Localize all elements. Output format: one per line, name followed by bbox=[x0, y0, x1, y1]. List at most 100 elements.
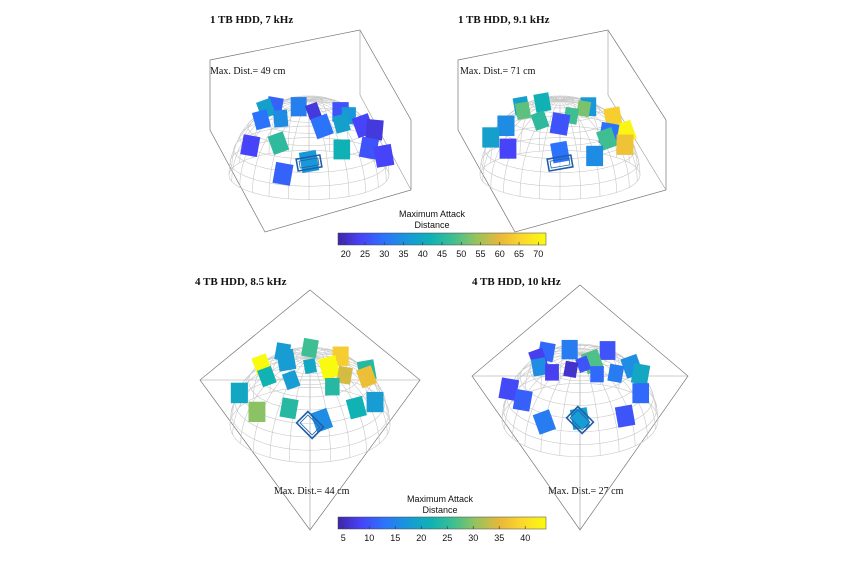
max-distance-annotation: Max. Dist.= 27 cm bbox=[548, 486, 624, 497]
distance-patch bbox=[365, 119, 384, 141]
colorbar-tick-label: 45 bbox=[437, 249, 447, 259]
distance-patch bbox=[607, 363, 625, 384]
distance-patch bbox=[630, 363, 651, 386]
distance-patch bbox=[599, 341, 616, 360]
drive-outline bbox=[546, 154, 574, 172]
colorbar-subtitle: Distance bbox=[422, 505, 457, 515]
distance-patch bbox=[333, 139, 351, 160]
distance-patch bbox=[498, 377, 520, 401]
distance-patch bbox=[304, 101, 322, 121]
distance-patch bbox=[549, 112, 571, 136]
colorbar-tick-label: 30 bbox=[468, 533, 478, 543]
longitude-line bbox=[308, 99, 366, 193]
distance-patch bbox=[586, 145, 604, 167]
panel-1tb-9-1khz: 1 TB HDD, 9.1 kHz Max. Dist.= 71 cm bbox=[457, 14, 667, 233]
distance-patch bbox=[499, 138, 517, 159]
hdd-outline bbox=[565, 405, 595, 435]
distance-patch bbox=[332, 113, 351, 134]
distance-patch bbox=[257, 365, 277, 388]
axes-box bbox=[209, 29, 412, 233]
distance-patch bbox=[590, 366, 604, 383]
distance-patch bbox=[358, 136, 380, 160]
patch-group bbox=[482, 92, 637, 167]
distance-patch bbox=[545, 364, 559, 381]
distance-patch bbox=[336, 365, 353, 385]
longitude-line bbox=[253, 351, 311, 399]
colorbar-tick-label: 30 bbox=[379, 249, 389, 259]
panel-1tb-7khz: 1 TB HDD, 7 kHz Max. Dist.= 49 cm bbox=[209, 14, 412, 233]
colorbar-tick-label: 35 bbox=[398, 249, 408, 259]
max-distance-annotation: Max. Dist.= 49 cm bbox=[210, 66, 286, 77]
panel-title: 4 TB HDD, 8.5 kHz bbox=[195, 276, 287, 288]
distance-patch bbox=[373, 143, 395, 168]
distance-patch bbox=[532, 409, 557, 435]
max-distance-annotation: Max. Dist.= 71 cm bbox=[460, 66, 536, 77]
distance-patch bbox=[576, 100, 592, 118]
colorbar-title: Maximum Attack bbox=[399, 209, 466, 219]
longitude-line bbox=[519, 96, 561, 154]
distance-patch bbox=[550, 140, 570, 164]
distance-patch bbox=[301, 337, 319, 359]
distance-patch bbox=[276, 348, 297, 372]
distance-patch bbox=[318, 355, 341, 380]
colorbar-tick-label: 50 bbox=[456, 249, 466, 259]
distance-patch bbox=[251, 109, 271, 131]
colorbar-top: Maximum Attack Distance 20 25 30 35 40 45 50 55… bbox=[337, 209, 547, 259]
longitude-line bbox=[501, 353, 581, 421]
distance-patch bbox=[272, 109, 289, 128]
longitude-line bbox=[539, 99, 561, 199]
colorbar-gradient bbox=[337, 516, 547, 530]
panel-4tb-10khz: 4 TB HDD, 10 kHz Max. Dist.= 27 cm bbox=[471, 276, 689, 531]
distance-patch bbox=[632, 383, 649, 404]
distance-patch bbox=[279, 397, 299, 420]
patch-group bbox=[240, 96, 395, 186]
panel-title: 4 TB HDD, 10 kHz bbox=[472, 276, 561, 288]
colorbar-tick-label: 5 bbox=[341, 533, 346, 543]
distance-patch bbox=[596, 127, 618, 151]
distance-patch bbox=[603, 106, 623, 129]
distance-patch bbox=[530, 357, 548, 377]
hdd-inner-outline bbox=[549, 157, 571, 169]
distance-patch bbox=[614, 404, 636, 428]
distance-patch bbox=[240, 134, 261, 158]
drive-outline bbox=[295, 154, 323, 172]
distance-patch bbox=[355, 365, 378, 389]
distance-patch bbox=[563, 360, 579, 378]
distance-patch bbox=[310, 407, 334, 433]
drive-outline bbox=[295, 410, 325, 440]
longitude-line bbox=[231, 99, 310, 182]
distance-patch bbox=[248, 401, 266, 422]
distance-patch bbox=[530, 110, 550, 131]
distance-patch bbox=[514, 101, 532, 120]
longitude-line bbox=[240, 356, 311, 444]
colorbar-tick-label: 65 bbox=[514, 249, 524, 259]
panel-title: 1 TB HDD, 9.1 kHz bbox=[458, 14, 550, 26]
longitude-line bbox=[559, 99, 581, 199]
colorbar-tick-label: 20 bbox=[341, 249, 351, 259]
distance-patch bbox=[272, 161, 294, 186]
colorbar-tick-label: 10 bbox=[364, 533, 374, 543]
colorbar-tick-label: 60 bbox=[495, 249, 505, 259]
longitude-line bbox=[309, 356, 351, 458]
colorbar-tick-label: 25 bbox=[360, 249, 370, 259]
distance-patch bbox=[616, 134, 634, 155]
distance-patch bbox=[482, 127, 500, 148]
frame-edge bbox=[359, 94, 412, 191]
colorbar-tick-label: 35 bbox=[494, 533, 504, 543]
longitude-line bbox=[308, 99, 350, 197]
drive-outline bbox=[565, 405, 595, 435]
distance-patch bbox=[561, 339, 578, 360]
distance-patch bbox=[497, 115, 515, 136]
distance-patch bbox=[512, 388, 533, 412]
colorbar-bottom: Maximum Attack Distance 5 10 15 20 25 30 35 40 bbox=[337, 494, 547, 543]
distance-patch bbox=[325, 378, 340, 396]
colorbar-subtitle: Distance bbox=[414, 220, 449, 230]
patch-group bbox=[498, 339, 651, 435]
distance-patch bbox=[290, 97, 307, 117]
colorbar-ticks: 20 25 30 35 40 45 50 55 60 65 70 bbox=[341, 242, 543, 259]
hdd-inner-outline bbox=[569, 409, 591, 431]
colorbar-tick-label: 15 bbox=[390, 533, 400, 543]
colorbar-tick-label: 40 bbox=[520, 533, 530, 543]
